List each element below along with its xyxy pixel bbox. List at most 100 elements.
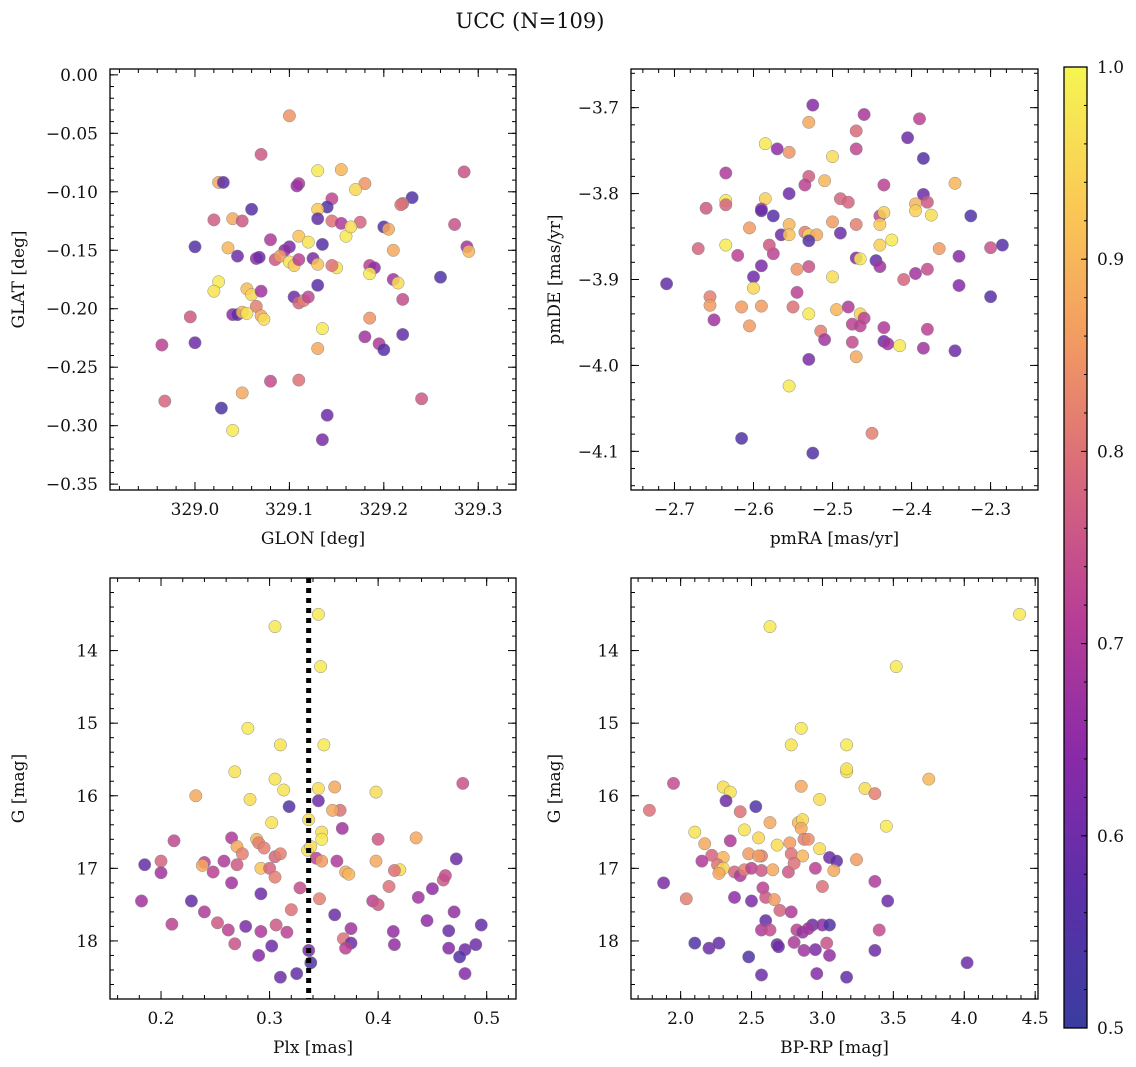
y-tick-label: 14 bbox=[76, 642, 98, 662]
y-axis-label: pmDE [mas/yr] bbox=[545, 214, 565, 344]
scatter-point bbox=[747, 270, 760, 284]
colorbar-frame bbox=[1063, 66, 1088, 1029]
scatter-point bbox=[290, 967, 304, 981]
scatter-point bbox=[754, 299, 768, 313]
scatter-point bbox=[752, 849, 766, 863]
scatter-point bbox=[458, 967, 472, 981]
scatter-point bbox=[782, 187, 796, 201]
scatter-point bbox=[254, 147, 268, 161]
scatter-point bbox=[826, 150, 839, 164]
x-tick-label: 4.0 bbox=[951, 1009, 978, 1029]
colorbar-tick-label: 0.7 bbox=[1097, 635, 1124, 655]
scatter-point bbox=[782, 228, 796, 242]
scatter-point bbox=[207, 213, 221, 227]
scatter-point bbox=[325, 259, 339, 272]
scatter-point bbox=[801, 832, 815, 846]
scatter-point bbox=[877, 206, 891, 219]
scatter-point bbox=[371, 898, 385, 912]
scatter-point bbox=[315, 322, 329, 336]
scatter-point bbox=[282, 800, 296, 814]
scatter-point bbox=[798, 178, 812, 192]
scatter-point bbox=[808, 943, 822, 957]
y-tick-label: −3.7 bbox=[578, 99, 619, 119]
y-tick-label: 15 bbox=[76, 714, 98, 734]
scatter-point bbox=[268, 870, 282, 884]
scatter-point bbox=[707, 313, 721, 327]
scatter-point bbox=[425, 882, 439, 896]
scatter-point bbox=[913, 112, 926, 126]
scatter-point bbox=[154, 866, 168, 880]
scatter-point bbox=[901, 131, 915, 145]
scatter-point bbox=[948, 176, 962, 190]
scatter-point bbox=[763, 816, 777, 830]
scatter-point bbox=[873, 218, 887, 231]
y-tick-label: −0.20 bbox=[46, 300, 98, 320]
scatter-point bbox=[770, 838, 784, 852]
y-tick-label: 18 bbox=[597, 932, 619, 952]
x-tick-label: −2.5 bbox=[812, 500, 853, 520]
scatter-point bbox=[138, 858, 152, 872]
x-axis-label: Plx [mas] bbox=[273, 1038, 353, 1058]
scatter-point bbox=[743, 319, 756, 333]
scatter-point bbox=[387, 938, 401, 952]
scatter-point bbox=[920, 195, 934, 209]
y-axis-label: GLAT [deg] bbox=[9, 230, 29, 328]
scatter-point bbox=[833, 226, 847, 240]
scatter-point bbox=[442, 924, 456, 938]
scatter-point bbox=[723, 834, 737, 848]
scatter-point bbox=[315, 237, 329, 251]
scatter-point bbox=[269, 918, 283, 932]
scatter-point bbox=[207, 284, 221, 298]
scatter-point bbox=[301, 290, 315, 304]
scatter-point bbox=[909, 267, 922, 280]
scatter-point bbox=[897, 273, 911, 286]
scatter-point bbox=[754, 204, 768, 218]
scatter-point bbox=[268, 772, 282, 786]
scatter-point bbox=[688, 936, 702, 950]
scatter-point bbox=[382, 222, 395, 236]
y-tick-label: 16 bbox=[597, 787, 619, 807]
scatter-point bbox=[265, 939, 279, 953]
scatter-point bbox=[214, 401, 228, 415]
scatter-point bbox=[311, 278, 325, 292]
x-tick-label: 329.1 bbox=[265, 500, 314, 520]
scatter-point bbox=[409, 831, 423, 845]
scatter-point bbox=[810, 967, 824, 981]
scatter-point bbox=[865, 426, 879, 440]
scatter-point bbox=[688, 825, 702, 839]
scatter-point bbox=[728, 890, 741, 904]
x-tick-label: −2.3 bbox=[970, 500, 1011, 520]
scatter-point bbox=[363, 311, 377, 325]
scatter-point bbox=[167, 834, 181, 848]
y-tick-label: 14 bbox=[597, 642, 619, 662]
scatter-point bbox=[453, 950, 467, 964]
scatter-point bbox=[952, 279, 966, 292]
x-tick-label: 329.2 bbox=[359, 500, 408, 520]
scatter-point bbox=[369, 854, 383, 868]
scatter-point bbox=[808, 861, 822, 875]
scatter-point bbox=[135, 894, 148, 908]
scatter-point bbox=[386, 243, 400, 257]
scatter-point bbox=[290, 179, 304, 193]
scatter-point bbox=[879, 819, 893, 833]
scatter-point bbox=[916, 151, 930, 165]
scatter-point bbox=[328, 780, 342, 794]
scatter-point bbox=[257, 841, 271, 855]
scatter-point bbox=[386, 925, 400, 938]
scatter-point bbox=[698, 837, 712, 851]
scatter-point bbox=[391, 276, 405, 290]
scatter-point bbox=[877, 178, 891, 192]
colorbar-tick-label: 0.8 bbox=[1097, 442, 1124, 462]
scatter-point bbox=[235, 214, 249, 228]
scatter-point bbox=[742, 950, 756, 964]
scatter-point bbox=[826, 270, 839, 284]
scatter-point bbox=[853, 252, 867, 266]
scatter-point bbox=[782, 379, 796, 393]
scatter-point bbox=[240, 306, 254, 320]
scatter-point bbox=[849, 124, 863, 138]
scatter-point bbox=[228, 937, 242, 951]
scatter-point bbox=[315, 433, 329, 447]
scatter-point bbox=[216, 175, 230, 189]
scatter-point bbox=[394, 198, 408, 212]
scatter-point bbox=[231, 249, 244, 263]
